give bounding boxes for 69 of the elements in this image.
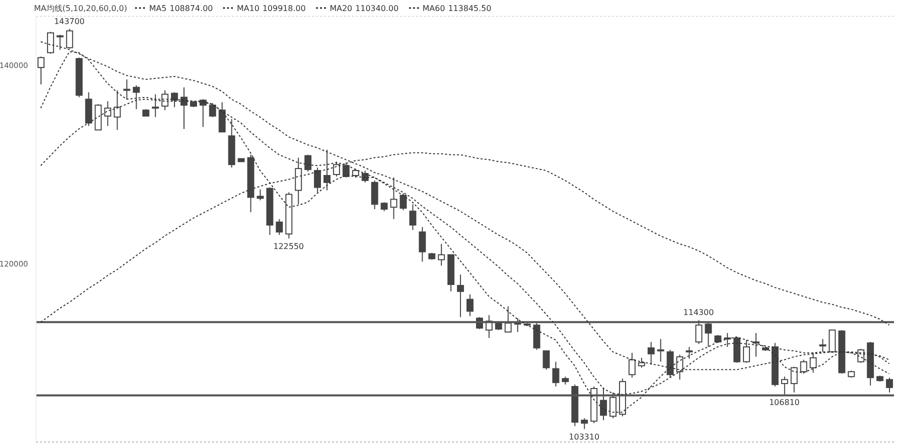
text: 109918.00 [262, 4, 306, 13]
candlestick [800, 359, 808, 374]
candlestick [47, 31, 54, 54]
candlestick [504, 306, 512, 333]
candlestick [666, 349, 674, 378]
text: 113845.50 [448, 4, 492, 13]
annotation: 106810 [769, 398, 800, 408]
legend-label: MA5 [149, 4, 167, 13]
candlestick [104, 100, 112, 126]
candlestick [438, 243, 445, 266]
candlestick [610, 392, 616, 419]
candlestick [456, 274, 464, 318]
candlestick [742, 339, 750, 364]
annotation: 143700 [54, 16, 85, 26]
candlestick [304, 154, 312, 172]
candlestick [85, 92, 92, 126]
text: 108874.00 [170, 4, 213, 13]
candlestick [648, 341, 655, 366]
candlestick [819, 338, 826, 352]
candlestick [66, 28, 74, 50]
candlestick [56, 34, 64, 50]
legend-label: MA60 [422, 4, 446, 13]
legend-label: MA10 [236, 4, 260, 13]
candlestick [132, 84, 140, 110]
candlestick [695, 320, 702, 344]
annotation: 103310 [568, 432, 600, 442]
candlestick [542, 350, 550, 370]
text: 110340.00 [355, 4, 399, 13]
candlestick [314, 167, 321, 193]
candlestick [38, 56, 44, 85]
candlestick [390, 176, 398, 220]
candlestick [828, 330, 836, 354]
candlestick [409, 204, 416, 230]
candlestick [170, 92, 178, 108]
candlestick [781, 376, 788, 395]
candlestick [256, 188, 264, 201]
legend-label: MA20 [330, 4, 352, 13]
candlestick [276, 218, 283, 236]
candlestick [123, 78, 130, 100]
candlestick [600, 387, 607, 421]
candlestick [657, 338, 664, 362]
candlestick [218, 102, 226, 132]
legend-title: MA均线(5,10,20,60,0,0) [34, 4, 128, 13]
candlestick [704, 322, 712, 348]
candlestick [342, 162, 350, 178]
candlestick [533, 322, 540, 350]
candlestick [294, 157, 302, 205]
candlestick [810, 352, 817, 374]
candlestick [580, 418, 588, 430]
candlestick [333, 161, 340, 177]
candlestick [180, 86, 188, 130]
candlestick [466, 294, 474, 317]
annotation: 114300 [683, 308, 714, 318]
candlestick [676, 354, 684, 380]
candlestick [418, 226, 426, 262]
candlestick [886, 377, 893, 393]
candlestick [686, 346, 693, 360]
candlestick [638, 357, 646, 368]
candlestick [324, 149, 330, 191]
candlestick [209, 102, 216, 118]
candlestick [752, 332, 760, 358]
candlestick [552, 361, 560, 388]
candlestick [400, 192, 407, 211]
candlestick [628, 352, 636, 378]
annotation: 122550 [273, 242, 304, 252]
candlestick [152, 94, 159, 118]
candlestick [114, 90, 121, 130]
candlestick [371, 180, 378, 210]
candlestick [790, 366, 798, 393]
